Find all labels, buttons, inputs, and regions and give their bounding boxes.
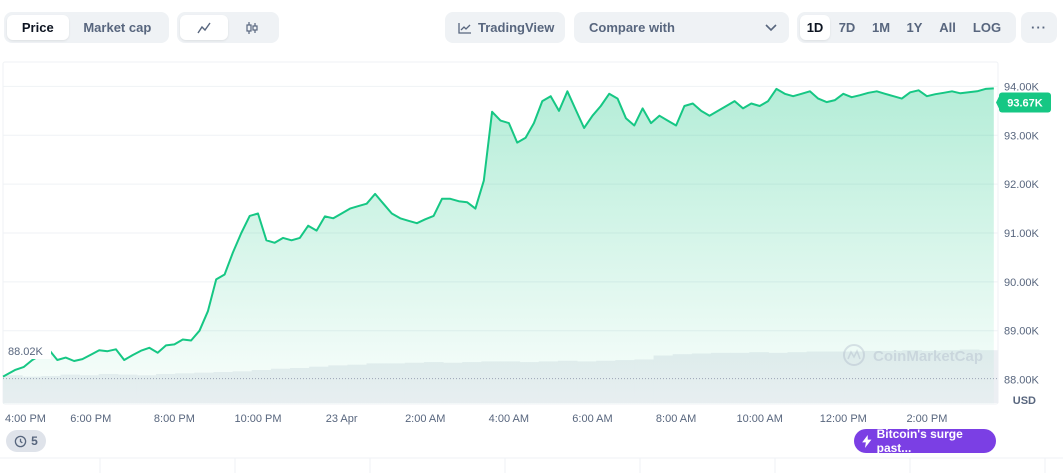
y-tick-label: 93.00K xyxy=(1004,130,1040,142)
news-event-badge[interactable]: Bitcoin's surge past... xyxy=(854,427,996,455)
x-tick-label: 2:00 PM xyxy=(906,413,947,425)
x-tick-label: 12:00 PM xyxy=(820,413,867,425)
bottom-strip xyxy=(0,457,1063,473)
x-tick-label: 10:00 AM xyxy=(736,413,782,425)
candlestick-chart-button[interactable] xyxy=(228,15,276,40)
events-count: 5 xyxy=(31,434,38,448)
x-tick-label: 6:00 PM xyxy=(70,413,111,425)
candlestick-icon xyxy=(246,21,258,34)
x-tick-label: 2:00 AM xyxy=(405,413,445,425)
events-history-button[interactable]: 5 xyxy=(6,430,46,452)
currency-label: USD xyxy=(1013,395,1036,407)
range-1m[interactable]: 1M xyxy=(871,20,891,35)
range-all[interactable]: All xyxy=(939,20,956,35)
range-1d[interactable]: 1D xyxy=(800,15,830,40)
x-tick-label: 4:00 PM xyxy=(5,413,46,425)
compare-with-label: Compare with xyxy=(589,20,675,35)
range-7d[interactable]: 7D xyxy=(838,20,856,35)
line-chart-icon xyxy=(197,22,211,33)
tab-market-cap[interactable]: Market cap xyxy=(83,20,152,35)
chevron-down-icon xyxy=(765,24,777,32)
x-tick-label: 8:00 PM xyxy=(154,413,195,425)
lightning-icon xyxy=(862,434,872,448)
price-type-toggle: Price Market cap xyxy=(4,12,169,43)
coinmarketcap-watermark: CoinMarketCap xyxy=(843,344,983,366)
current-price-tag: 93.67K xyxy=(996,92,1051,113)
x-tick-label: 6:00 AM xyxy=(572,413,612,425)
open-price-label: 88.02K xyxy=(5,343,51,359)
history-icon xyxy=(14,435,27,447)
x-tick-label: 4:00 AM xyxy=(489,413,529,425)
tradingview-icon xyxy=(458,22,471,34)
x-axis-labels: 4:00 PM 6:00 PM 8:00 PM 10:00 PM 23 Apr 2:00 … xyxy=(5,413,947,425)
chart-type-toggle xyxy=(177,12,279,43)
tradingview-button[interactable]: TradingView xyxy=(445,12,565,43)
price-area-fill xyxy=(3,88,994,405)
line-chart-button[interactable] xyxy=(180,15,228,40)
news-event-text: Bitcoin's surge past... xyxy=(876,427,963,455)
tradingview-label: TradingView xyxy=(478,20,555,35)
y-tick-label: 94.00K xyxy=(1004,81,1040,93)
price-line xyxy=(2,87,994,378)
watermark-text: CoinMarketCap xyxy=(873,348,983,365)
tab-price[interactable]: Price xyxy=(7,15,69,40)
y-tick-label: 91.00K xyxy=(1004,228,1040,240)
x-tick-label: 23 Apr xyxy=(326,413,358,425)
compare-with-dropdown[interactable]: Compare with xyxy=(574,12,789,43)
x-tick-label: 10:00 PM xyxy=(234,413,281,425)
y-tick-label: 88.00K xyxy=(1004,375,1040,387)
more-icon: ··· xyxy=(1031,20,1047,35)
range-1y[interactable]: 1Y xyxy=(906,20,923,35)
y-tick-label: 92.00K xyxy=(1004,179,1040,191)
y-tick-label: 89.00K xyxy=(1004,326,1040,338)
current-price-text: 93.67K xyxy=(1007,98,1043,110)
x-tick-label: 8:00 AM xyxy=(656,413,696,425)
more-options-button[interactable]: ··· xyxy=(1021,12,1057,43)
y-tick-label: 90.00K xyxy=(1004,277,1040,289)
y-axis-labels: 94.00K 93.00K 92.00K 91.00K 90.00K 89.00K 88.0… xyxy=(1004,81,1040,386)
log-scale-toggle[interactable]: LOG xyxy=(972,20,1002,35)
time-range-selector: 1D 7D 1M 1Y All LOG xyxy=(797,12,1016,43)
open-price-text: 88.02K xyxy=(8,346,44,358)
